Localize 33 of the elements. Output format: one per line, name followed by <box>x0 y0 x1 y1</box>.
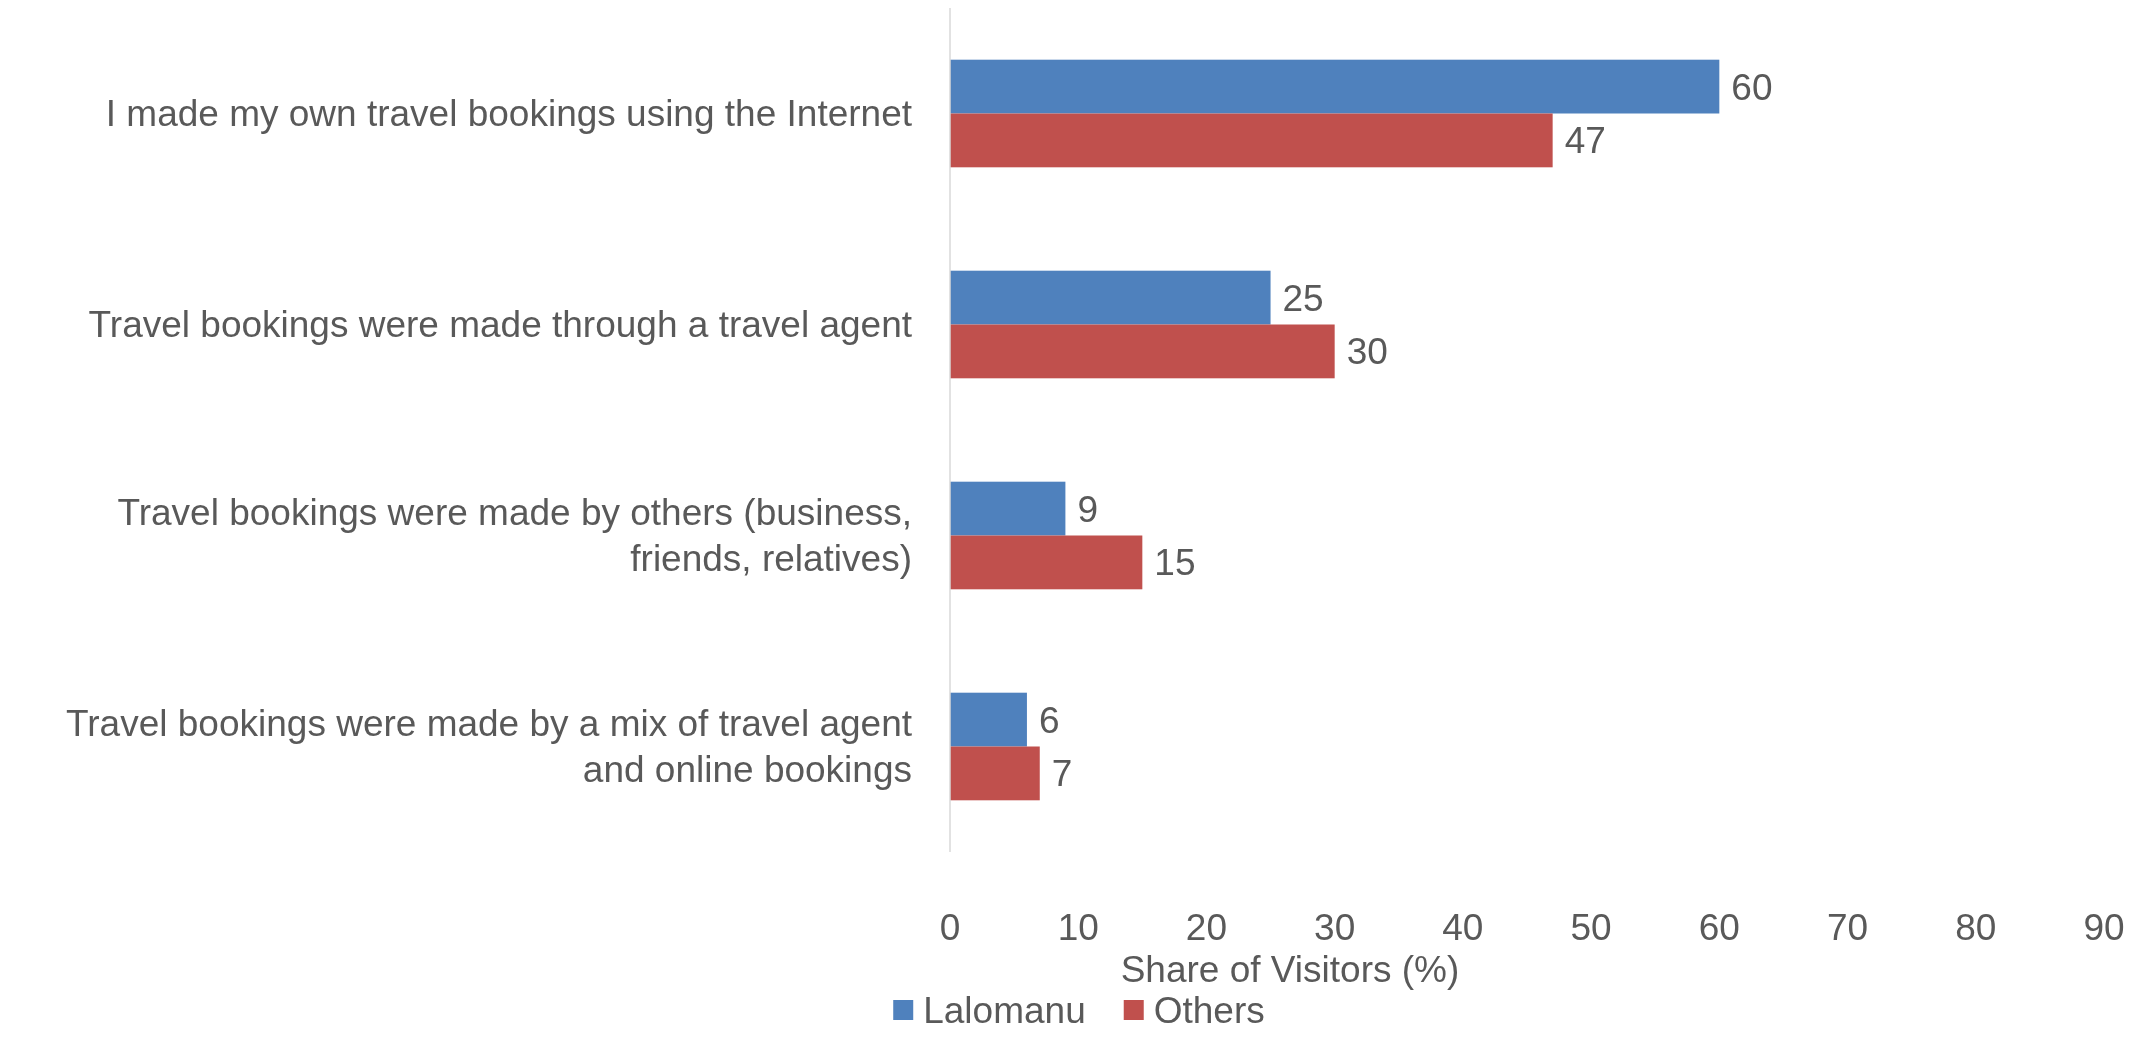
bar <box>950 59 1720 114</box>
x-tick-label: 60 <box>1698 907 1740 948</box>
data-label: 6 <box>1038 699 1060 741</box>
x-tick-label: 50 <box>1570 907 1612 948</box>
x-axis-title: Share of Visitors (%) <box>1120 949 1460 990</box>
x-tick-label: 0 <box>939 907 961 948</box>
x-tick-label: 30 <box>1314 907 1356 948</box>
y-tick-label: Travel bookings were made by a mix of travel agent and online bookings <box>66 703 913 791</box>
data-label: 7 <box>1051 753 1073 795</box>
data-label: 47 <box>1564 120 1606 162</box>
x-tick-label: 90 <box>2083 907 2125 948</box>
legend-label: Lalomanu <box>923 989 1086 1031</box>
data-label: 15 <box>1154 542 1196 584</box>
bar <box>950 270 1271 325</box>
bar <box>950 692 1027 747</box>
x-tick-label: 80 <box>1955 907 1997 948</box>
y-tick-label: I made my own travel bookings using the Internet <box>105 93 913 135</box>
bar <box>950 746 1040 801</box>
y-tick-label: Travel bookings were made by others (business, friends, relatives) <box>117 492 912 580</box>
bar <box>950 481 1066 536</box>
legend-label: Others <box>1153 989 1265 1031</box>
bar <box>950 324 1335 379</box>
bar <box>950 535 1143 590</box>
x-tick-label: 10 <box>1057 907 1099 948</box>
x-tick-label: 70 <box>1826 907 1869 948</box>
data-label: 30 <box>1346 331 1388 373</box>
x-tick-label: 40 <box>1442 907 1484 948</box>
y-tick-label: Travel bookings were made through a travel agent <box>88 304 913 346</box>
data-label: 9 <box>1077 488 1098 530</box>
bar <box>950 113 1553 168</box>
data-label: 25 <box>1282 277 1324 319</box>
data-label: 60 <box>1731 66 1773 108</box>
x-tick-label: 20 <box>1185 907 1228 948</box>
